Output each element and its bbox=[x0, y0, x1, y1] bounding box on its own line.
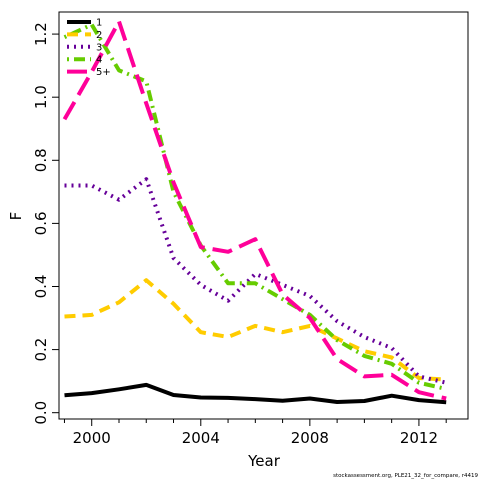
legend-label: 2 bbox=[96, 30, 102, 41]
series-line-4 bbox=[63, 22, 447, 391]
legend-label: 3 bbox=[96, 42, 102, 53]
footnote: stockassessment.org, PLE21_32_for_compar… bbox=[333, 473, 478, 479]
y-axis: 0.0 0.2 0.4 0.6 0.8 1.0 1.2 bbox=[32, 22, 60, 425]
x-tick-label: 2008 bbox=[291, 429, 329, 447]
y-axis-title: F bbox=[7, 212, 25, 221]
series-layer bbox=[62, 19, 447, 405]
y-tick-label: 0.2 bbox=[32, 338, 50, 362]
y-tick-label: 0.6 bbox=[32, 211, 50, 235]
x-axis: 2000 2004 2008 2012 bbox=[63, 418, 447, 447]
y-tick-label: 0.8 bbox=[32, 148, 50, 172]
series-line-3 bbox=[64, 177, 447, 385]
legend-label: 1 bbox=[96, 18, 102, 29]
x-tick-label: 2004 bbox=[182, 429, 220, 447]
x-tick-label: 2000 bbox=[73, 429, 111, 447]
y-tick-label: 1.2 bbox=[32, 22, 50, 46]
y-tick-label: 1.0 bbox=[32, 85, 50, 109]
series-line-5 bbox=[62, 19, 447, 401]
x-tick-label: 2012 bbox=[400, 429, 438, 447]
x-axis-title: Year bbox=[247, 452, 281, 470]
legend-label: 4 bbox=[96, 55, 102, 66]
series-line-2 bbox=[64, 278, 447, 382]
y-tick-label: 0.4 bbox=[32, 275, 50, 299]
legend-label: 5+ bbox=[96, 67, 111, 78]
series-line-1 bbox=[64, 382, 447, 405]
legend: 123 45+ bbox=[67, 18, 111, 78]
y-tick-label: 0.0 bbox=[32, 401, 50, 425]
